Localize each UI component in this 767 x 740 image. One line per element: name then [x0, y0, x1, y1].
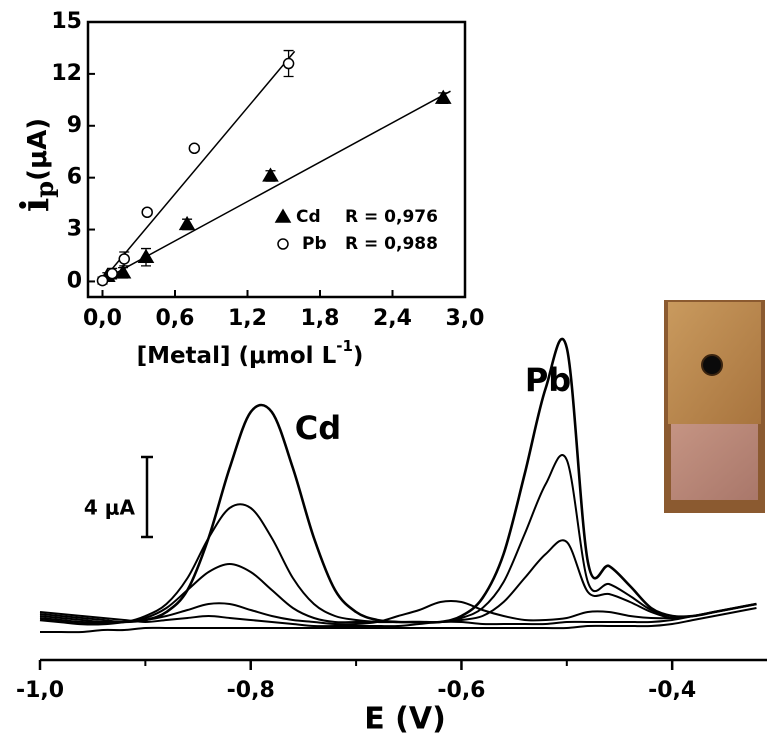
- photo-contact: [671, 424, 758, 500]
- inset-frame: [86, 20, 467, 299]
- inset-y-tick-label: 0: [67, 268, 82, 293]
- inset-y-tick-label: 12: [51, 61, 82, 86]
- data-point: [114, 264, 132, 279]
- x-tick-label: -0,8: [227, 678, 275, 703]
- inset-x-tick-label: 1,8: [301, 306, 340, 331]
- data-point: [106, 267, 118, 280]
- calibration-inset: 0,0 0,6 1,2 1,8 2,4 3,0 0 3 6 9 12 15 Cd R = 0,976 Pb R…: [51, 9, 484, 331]
- voltammogram-curve: [39, 603, 757, 628]
- legend-r-label: R = 0,988: [345, 234, 438, 254]
- data-point: [434, 89, 452, 104]
- data-point: [137, 248, 155, 263]
- inset-y-tick-label: 6: [67, 165, 82, 190]
- inset-y-tick-label: 3: [67, 217, 82, 242]
- inset-x-tick-label: 0,6: [156, 306, 195, 331]
- data-point: [178, 215, 196, 231]
- x-axis-label: E (V): [364, 702, 446, 737]
- photo-working-electrode: [701, 354, 723, 376]
- inset-x-label-main: [Metal] (μmol L: [137, 343, 337, 369]
- inset-y-label-main: i: [12, 198, 57, 212]
- inset-x-tick-label: 1,2: [228, 306, 267, 331]
- voltammogram-curve: [39, 600, 757, 626]
- legend-r-label: R = 0,976: [345, 207, 438, 227]
- legend-label: Cd: [296, 207, 321, 227]
- inset-x-tick-label: 3,0: [446, 306, 485, 331]
- data-point: [141, 206, 153, 219]
- x-tick-label: -0,6: [437, 678, 485, 703]
- inset-y-tick-label: 15: [51, 9, 82, 34]
- x-tick-label: -0,4: [648, 678, 696, 703]
- legend-label: Pb: [302, 234, 327, 254]
- data-point: [118, 253, 130, 265]
- inset-y-tick-label: 9: [67, 113, 82, 138]
- voltammogram-curve: [39, 607, 757, 634]
- inset-x-label-end: ): [353, 343, 364, 369]
- data-point: [282, 57, 295, 70]
- inset-y-label-sub: p: [30, 181, 59, 198]
- inset-y-label: ip(μA): [12, 118, 59, 212]
- voltammogram-plot: -1,0 -0,8 -0,6 -0,4 4 μA Cd Pb: [16, 337, 767, 703]
- inset-x-label: [Metal] (μmol L-1): [137, 337, 364, 369]
- peak-label: Pb: [525, 361, 571, 399]
- voltammogram-curve: [39, 539, 757, 624]
- inset-y-label-unit: (μA): [23, 118, 53, 181]
- fit-line: [99, 50, 296, 284]
- electrode-photo: [664, 300, 765, 513]
- fit-line: [98, 90, 451, 283]
- scale-bar-label: 4 μA: [84, 496, 136, 520]
- data-point: [188, 142, 201, 155]
- peak-label: Cd: [295, 409, 341, 447]
- legend-marker: [274, 208, 292, 223]
- inset-x-tick-label: 2,4: [373, 306, 412, 331]
- data-point: [262, 167, 279, 182]
- inset-x-label-sup: -1: [336, 337, 353, 355]
- inset-x-tick-label: 0,0: [83, 306, 122, 331]
- x-tick-label: -1,0: [16, 678, 64, 703]
- data-point: [96, 274, 109, 287]
- legend-marker: [277, 238, 289, 250]
